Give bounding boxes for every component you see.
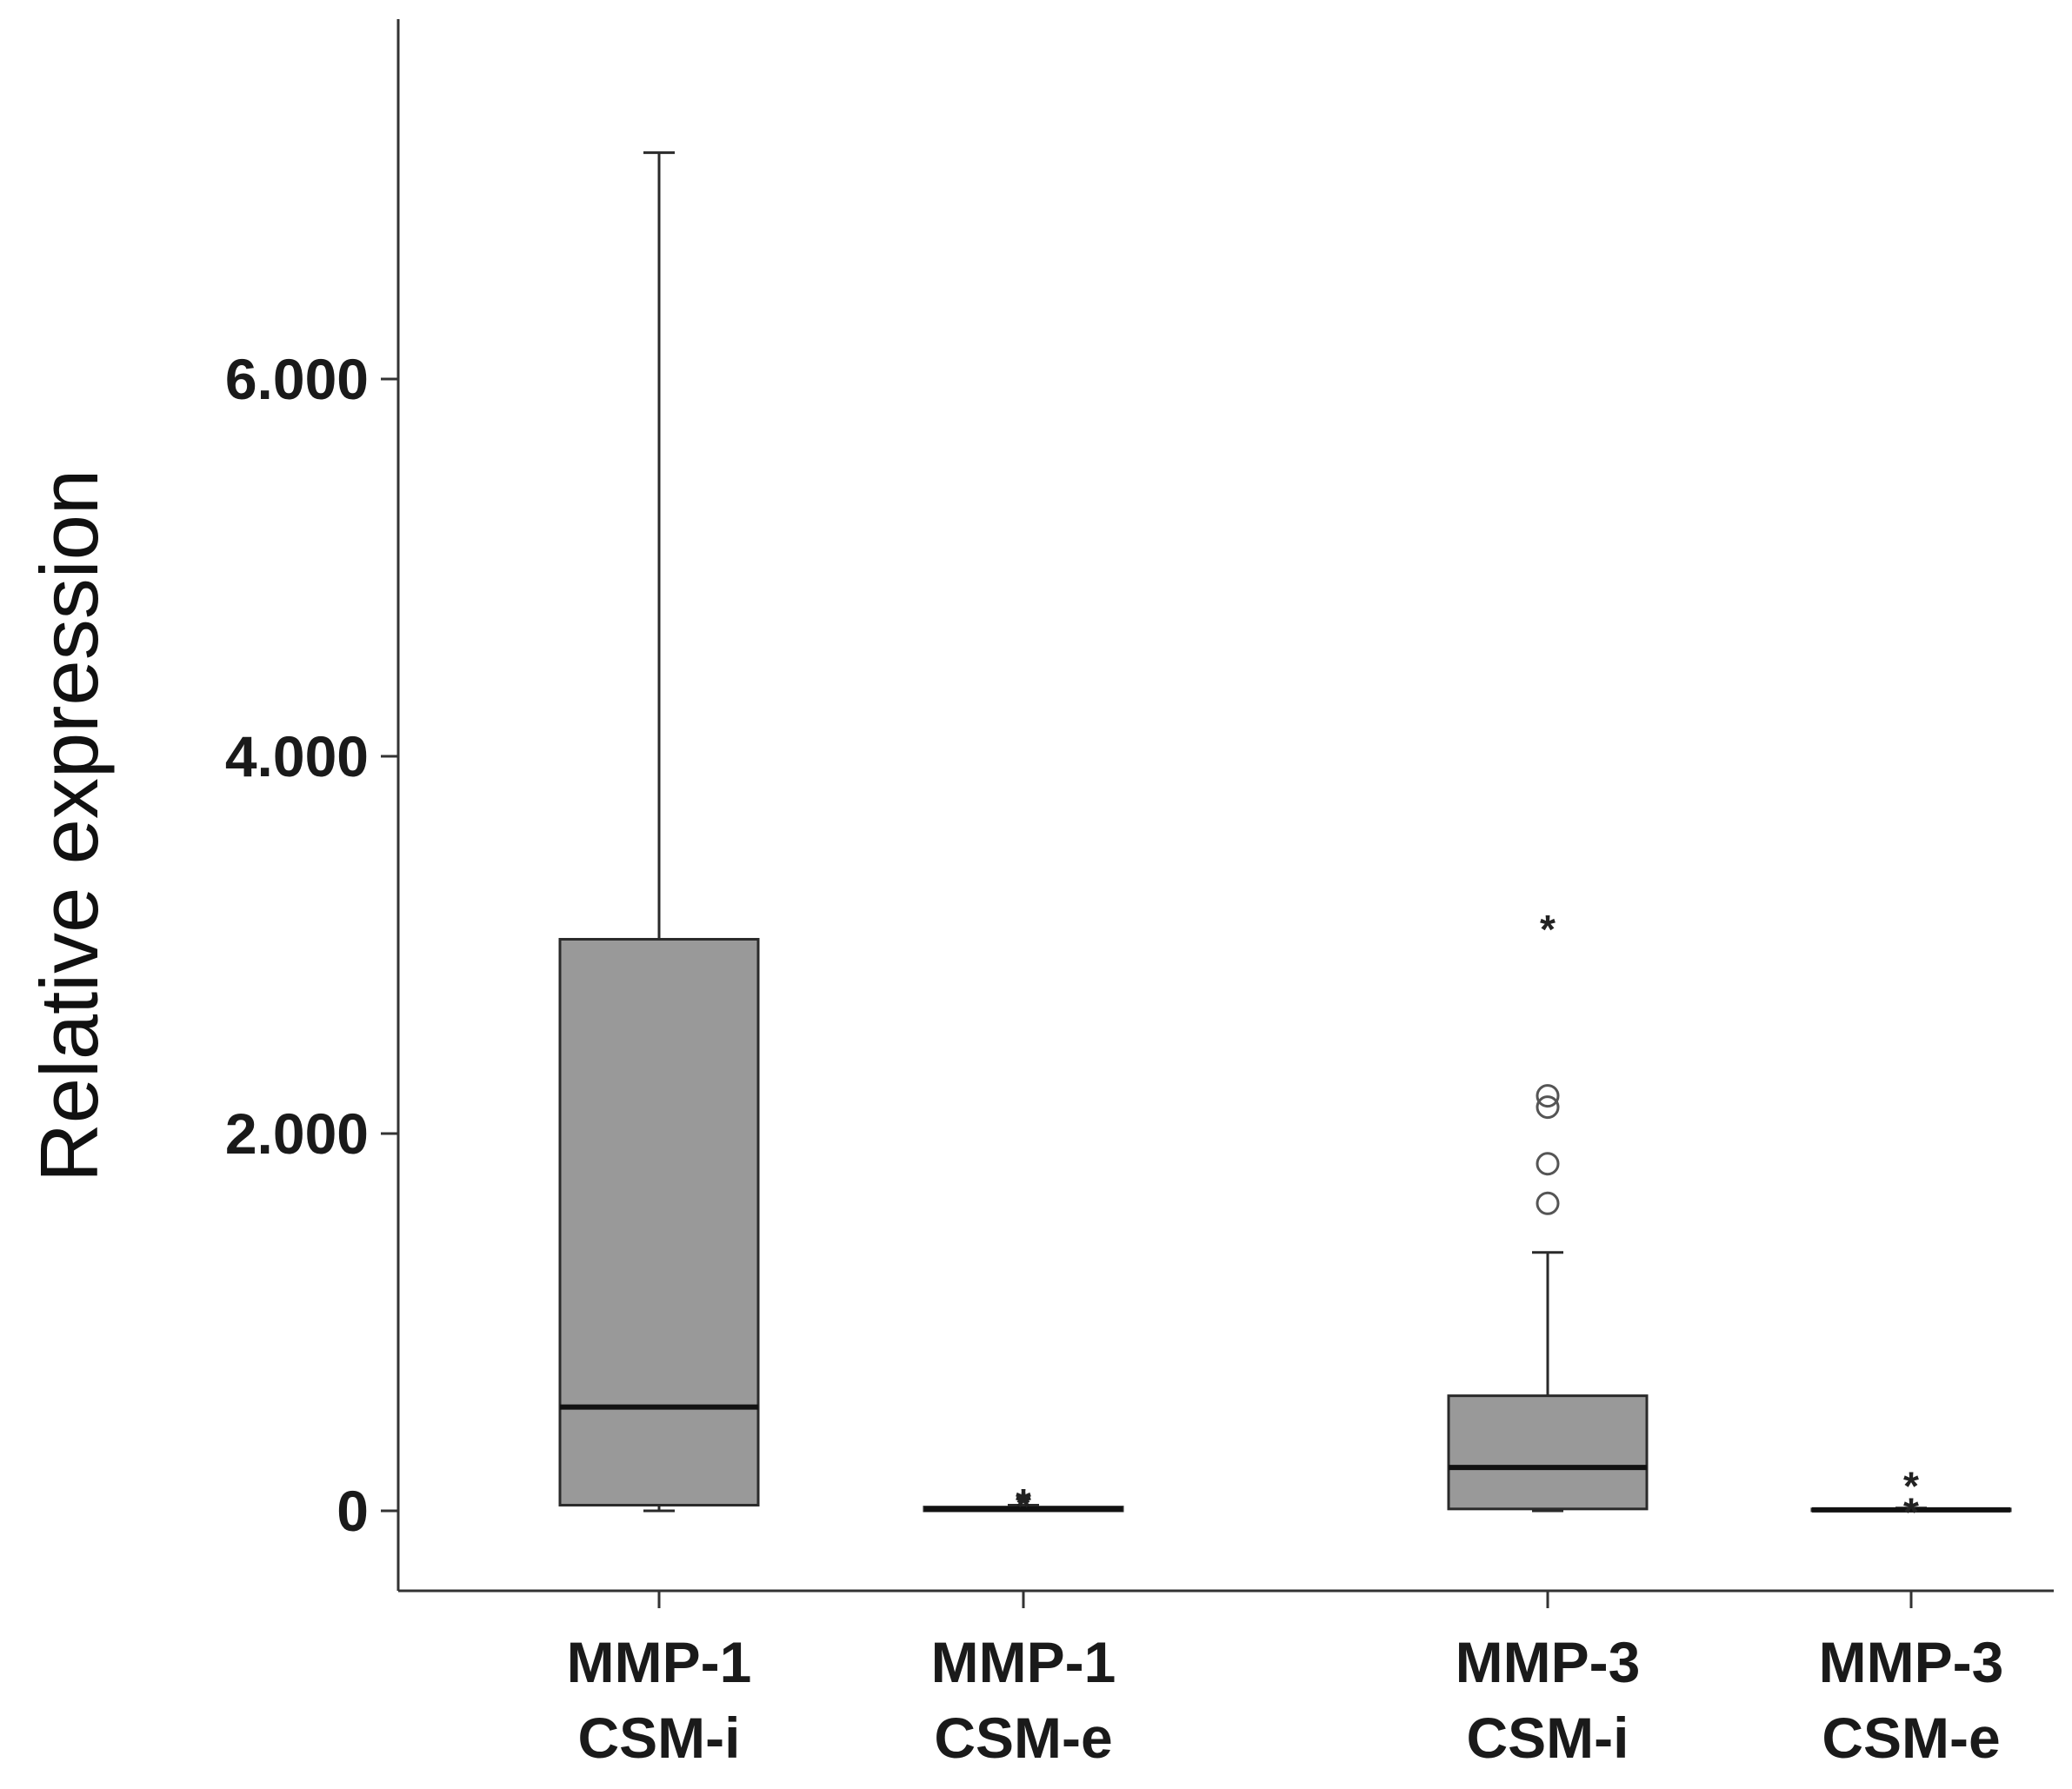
category-label-line1: MMP-1: [931, 1630, 1116, 1694]
axes: [381, 19, 2054, 1608]
outlier-circle: [1536, 1084, 1560, 1108]
box-group: **: [1810, 1463, 2012, 1535]
outlier-circle: [1536, 1191, 1560, 1215]
y-axis-title: Relative expression: [23, 469, 115, 1182]
box-group: **: [923, 1480, 1124, 1529]
box-iqr: [1447, 1394, 1649, 1511]
category-label-line1: MMP-3: [1456, 1630, 1641, 1694]
box-group: [558, 151, 760, 1513]
outlier-star: *: [1903, 1490, 1919, 1535]
outlier-circle: [1536, 1095, 1560, 1120]
y-tick-label: 6.000: [225, 347, 369, 411]
outlier-star: *: [1540, 907, 1556, 952]
category-label-line1: MMP-1: [567, 1630, 752, 1694]
category-label-line2: CSM-e: [934, 1706, 1112, 1770]
category-label-line2: CSM-e: [1822, 1706, 2000, 1770]
box-iqr: [558, 937, 760, 1506]
category-label-line1: MMP-3: [1819, 1630, 2004, 1694]
boxes: *****: [558, 151, 2012, 1535]
outlier-star: *: [1903, 1463, 1919, 1508]
y-tick-label: 4.000: [225, 724, 369, 788]
category-label-line2: CSM-i: [578, 1706, 741, 1770]
outlier-circle: [1536, 1152, 1560, 1176]
outlier-star: *: [1016, 1484, 1031, 1529]
labels: 0 2.000 4.000 6.000 Relative expression MMP-1…: [23, 347, 2003, 1770]
category-label-line2: CSM-i: [1467, 1706, 1629, 1770]
outlier-star: *: [1016, 1480, 1031, 1526]
y-tick-label: 0: [336, 1479, 369, 1543]
box-group: *: [1447, 907, 1649, 1513]
y-tick-label: 2.000: [225, 1101, 369, 1166]
